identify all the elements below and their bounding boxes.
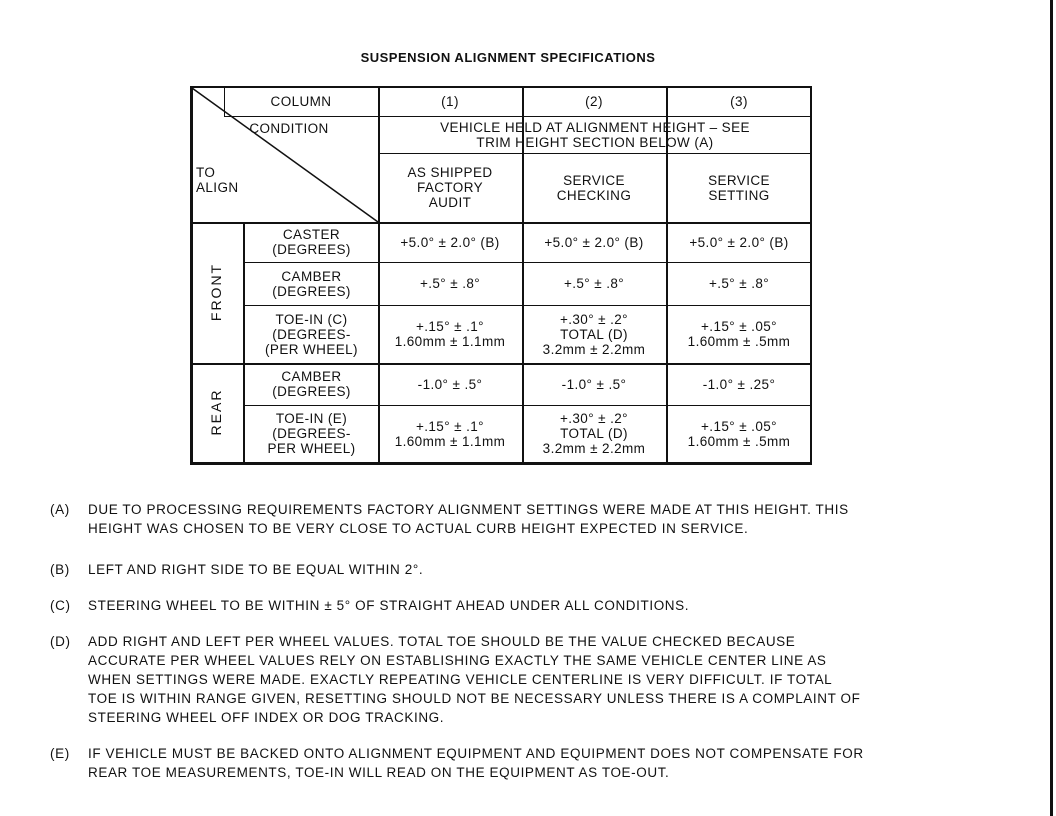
table-rule xyxy=(190,86,812,88)
row-label: CASTER (DEGREES) xyxy=(272,227,351,257)
table-rule xyxy=(190,363,812,365)
footnote-text: STEERING WHEEL TO BE WITHIN ± 5° OF STRA… xyxy=(88,598,690,613)
spec-value: +.30° ± .2° TOTAL (D) 3.2mm ± 2.2mm xyxy=(542,311,646,357)
table-rule xyxy=(224,86,225,116)
footnote-text: ADD RIGHT AND LEFT PER WHEEL VALUES. TOT… xyxy=(88,634,861,725)
table-rule xyxy=(522,153,523,462)
table-rule xyxy=(243,222,245,462)
spec-value: +.15° ± .05° 1.60mm ± .5mm xyxy=(687,319,791,349)
table-rule xyxy=(224,116,812,117)
row-label: CAMBER (DEGREES) xyxy=(272,369,351,399)
column-label: COLUMN xyxy=(270,93,332,109)
footnote-label: (A) xyxy=(50,502,70,517)
spec-value: +.15° ± .1° 1.60mm ± 1.1mm xyxy=(394,418,506,449)
spec-value: +.30° ± .2° TOTAL (D) 3.2mm ± 2.2mm xyxy=(542,411,646,456)
table-rule xyxy=(810,86,812,462)
row-label: CAMBER (DEGREES) xyxy=(272,268,351,299)
spec-value: +5.0° ± 2.0° (B) xyxy=(544,234,644,250)
footnote-text: LEFT AND RIGHT SIDE TO BE EQUAL WITHIN 2… xyxy=(88,562,424,577)
footnote-label: (C) xyxy=(50,598,71,613)
spec-value: +.15° ± .05° 1.60mm ± .5mm xyxy=(687,418,791,449)
footnote-label: (B) xyxy=(50,562,70,577)
spec-value: +.5° ± .8° xyxy=(708,276,770,291)
section-label-rear: REAR xyxy=(208,388,224,435)
to-align-label: TO ALIGN xyxy=(196,165,239,195)
table-rule xyxy=(190,86,193,462)
table-rule xyxy=(243,405,812,406)
spec-value: -1.0° ± .5° xyxy=(417,376,483,392)
table-rule xyxy=(666,86,668,462)
section-label-front: FRONT xyxy=(208,262,224,321)
table-rule xyxy=(243,262,812,263)
column-header: AS SHIPPED FACTORY AUDIT xyxy=(407,165,493,210)
condition-label: CONDITION xyxy=(249,120,329,136)
column-header: SERVICE SETTING xyxy=(708,172,770,203)
footnote-label: (E) xyxy=(50,746,70,761)
table-rule xyxy=(378,86,380,462)
footnote-text: IF VEHICLE MUST BE BACKED ONTO ALIGNMENT… xyxy=(88,746,864,780)
table-rule xyxy=(522,86,524,462)
table-rule xyxy=(378,153,812,154)
spec-value: +5.0° ± 2.0° (B) xyxy=(689,234,789,250)
footnote-text: DUE TO PROCESSING REQUIREMENTS FACTORY A… xyxy=(88,502,849,536)
table-rule xyxy=(666,86,667,116)
table-rule xyxy=(243,305,812,306)
page-edge xyxy=(1050,0,1053,816)
column-header: SERVICE CHECKING xyxy=(556,172,632,203)
table-rule xyxy=(666,153,667,462)
diagonal-divider xyxy=(191,87,379,223)
row-label: TOE-IN (E) (DEGREES- PER WHEEL) xyxy=(267,411,356,456)
table-rule xyxy=(522,86,523,116)
spec-value: +5.0° ± 2.0° (B) xyxy=(400,234,500,250)
column-number: (3) xyxy=(730,93,748,109)
spec-value: -1.0° ± .5° xyxy=(561,376,627,392)
column-number: (1) xyxy=(441,93,459,109)
page-title: SUSPENSION ALIGNMENT SPECIFICATIONS xyxy=(360,50,656,65)
row-label: TOE-IN (C) (DEGREES- (PER WHEEL) xyxy=(265,311,358,357)
spec-value: +.15° ± .1° 1.60mm ± 1.1mm xyxy=(394,319,506,349)
column-number: (2) xyxy=(585,93,603,109)
footnote-label: (D) xyxy=(50,634,71,649)
condition-text: VEHICLE HELD AT ALIGNMENT HEIGHT – SEE T… xyxy=(440,119,750,150)
spec-value: -1.0° ± .25° xyxy=(702,376,776,392)
spec-value: +.5° ± .8° xyxy=(563,276,625,291)
table-rule xyxy=(190,222,812,224)
table-rule xyxy=(190,462,812,465)
spec-value: +.5° ± .8° xyxy=(419,276,481,291)
